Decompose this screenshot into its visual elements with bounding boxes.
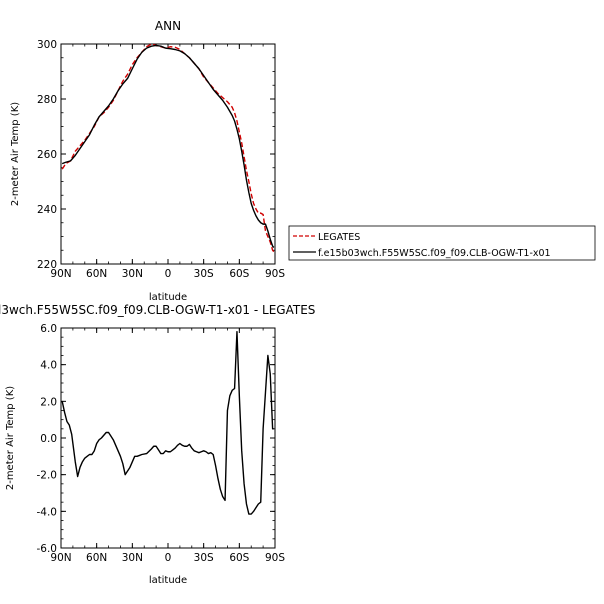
- bottom-series: [61, 330, 274, 515]
- bottom-chart-title: l3wch.F55W5SC.f09_f09.CLB-OGW-T1-x01 - L…: [0, 303, 315, 317]
- legend-label-model: f.e15b03wch.F55W5SC.f09_f09.CLB-OGW-T1-x…: [318, 248, 551, 259]
- top-x-tick-label: 30S: [194, 268, 214, 280]
- top-y-axis-label: 2-meter Air Temp (K): [10, 102, 21, 206]
- top-x-axis-label: latitude: [149, 292, 187, 303]
- bottom-x-axis: 90N 60N 30N 0 30S 60S 90S: [50, 328, 285, 564]
- bottom-panel: l3wch.F55W5SC.f09_f09.CLB-OGW-T1-x01 - L…: [0, 303, 315, 586]
- bottom-x-tick-label: 30N: [122, 552, 143, 564]
- legend-label-legates: LEGATES: [318, 232, 360, 243]
- bottom-x-tick-label: 90N: [50, 552, 71, 564]
- top-y-tick-label: 220: [37, 259, 57, 271]
- top-x-axis: 90N 60N 30N 0 30S 60S 90S: [50, 44, 285, 280]
- top-y-tick-label: 300: [37, 39, 57, 51]
- top-series-line-0: [61, 43, 275, 253]
- top-y-axis: 220 240 260 280 300: [37, 39, 275, 271]
- top-chart-title: ANN: [155, 19, 181, 33]
- bottom-y-axis-label: 2-meter Air Temp (K): [5, 386, 16, 490]
- legend: LEGATES f.e15b03wch.F55W5SC.f09_f09.CLB-…: [288, 225, 596, 261]
- bottom-y-tick-label: 4.0: [40, 360, 57, 372]
- legend-box: [288, 225, 596, 261]
- bottom-y-tick-label: -6.0: [37, 543, 58, 555]
- bottom-y-tick-label: 6.0: [40, 323, 57, 335]
- top-y-tick-label: 280: [37, 94, 57, 106]
- bottom-series-line-0: [61, 330, 274, 515]
- bottom-y-tick-label: -4.0: [37, 506, 58, 518]
- bottom-y-axis: -6.0 -4.0 -2.0 0.0 2.0 4.0 6.0: [37, 323, 275, 555]
- top-series-line-1: [61, 44, 275, 248]
- bottom-y-tick-label: 2.0: [40, 396, 57, 408]
- top-plot-frame: [60, 43, 276, 265]
- bottom-y-tick-label: 0.0: [40, 433, 57, 445]
- top-x-tick-label: 90S: [265, 268, 285, 280]
- bottom-x-tick-label: 30S: [194, 552, 214, 564]
- top-y-tick-label: 240: [37, 204, 57, 216]
- bottom-x-tick-label: 90S: [265, 552, 285, 564]
- top-series: [61, 43, 275, 253]
- bottom-y-tick-label: -2.0: [37, 470, 58, 482]
- top-x-tick-label: 60S: [229, 268, 249, 280]
- top-x-tick-label: 0: [165, 268, 172, 280]
- bottom-plot-frame: [60, 327, 276, 549]
- bottom-x-tick-label: 0: [165, 552, 172, 564]
- bottom-x-tick-label: 60S: [229, 552, 249, 564]
- top-y-tick-label: 260: [37, 149, 57, 161]
- top-x-tick-label: 60N: [86, 268, 107, 280]
- bottom-x-axis-label: latitude: [149, 575, 187, 586]
- bottom-x-tick-label: 60N: [86, 552, 107, 564]
- top-x-tick-label: 90N: [50, 268, 71, 280]
- top-x-tick-label: 30N: [122, 268, 143, 280]
